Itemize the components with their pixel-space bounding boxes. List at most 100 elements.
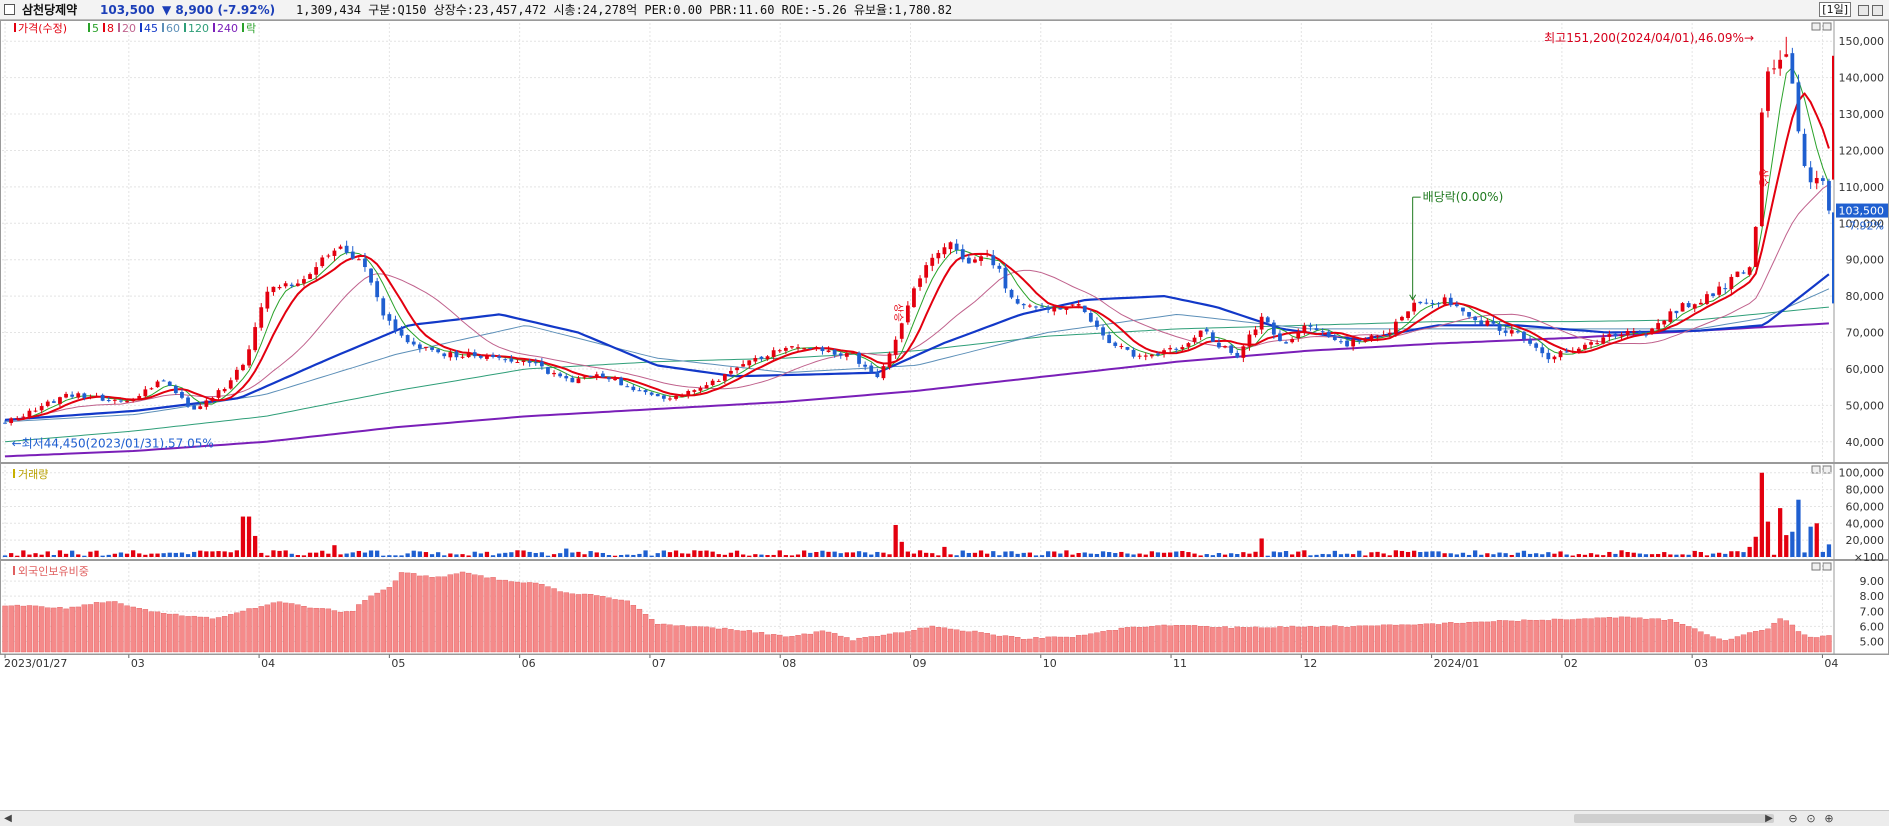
foreign-ratio-bar	[661, 623, 667, 653]
volume-bar	[448, 553, 453, 557]
zoom-in-icon[interactable]: ⊕	[1824, 812, 1834, 825]
y-tick-label: 5.00	[1860, 635, 1885, 648]
legend-label: 5	[92, 22, 99, 35]
foreign-ratio-bar	[106, 601, 112, 653]
foreign-ratio-bar	[752, 632, 759, 653]
high-price-annotation: 최고151,200(2024/04/01),46.09%→	[1544, 31, 1754, 45]
volume-bar	[1198, 555, 1203, 557]
foreign-ratio-bar	[118, 603, 124, 653]
candle-body	[668, 398, 672, 400]
foreign-ratio-bar	[789, 636, 795, 653]
foreign-ratio-bar	[1143, 626, 1149, 653]
volume-bar	[814, 551, 819, 557]
foreign-ratio-bar	[606, 597, 612, 653]
volume-bar	[588, 551, 593, 557]
chart-canvas[interactable]: 40,000 50,000 60,000 70,000 80,000 90,000 100,…	[0, 20, 1889, 810]
period-selector[interactable]: [1일]	[1819, 2, 1851, 17]
volume-bar	[600, 552, 605, 557]
foreign-ratio-bar	[368, 595, 374, 653]
foreign-ratio-bar	[496, 579, 502, 653]
zoom-reset-icon[interactable]: ⊙	[1806, 812, 1816, 825]
foreign-ratio-bar	[1563, 619, 1570, 653]
volume-bar	[246, 516, 252, 557]
volume-bar	[356, 550, 361, 557]
foreign-ratio-bar	[1594, 617, 1600, 653]
candle-body	[1759, 112, 1764, 227]
volume-bar	[930, 553, 935, 557]
foreign-ratio-bar	[1374, 625, 1381, 653]
candle-body	[1320, 331, 1325, 333]
candle-body	[1772, 68, 1776, 70]
foreign-ratio-bar	[1069, 637, 1076, 653]
y-tick-label: 6.00	[1860, 620, 1885, 633]
foreign-ratio-bar	[350, 611, 356, 653]
foreign-ratio-bar	[99, 602, 106, 653]
foreign-ratio-bar	[429, 577, 435, 653]
candle-body	[546, 367, 550, 374]
volume-bar	[1778, 508, 1783, 557]
close-window-icon[interactable]	[1872, 5, 1883, 16]
candle-body	[210, 397, 215, 402]
candle-body	[1814, 177, 1819, 184]
panel-restore-icon[interactable]	[1811, 465, 1821, 474]
candle-body	[9, 418, 14, 424]
candle-body	[1698, 302, 1703, 305]
volume-bar	[1338, 554, 1344, 557]
x-tick-label: 2024/01	[1434, 657, 1480, 670]
foreign-ratio-bar	[423, 575, 429, 653]
foreign-ratio-bar	[32, 605, 39, 653]
volume-bar	[1161, 552, 1167, 557]
volume-bar	[332, 545, 337, 557]
y-tick-label: 40,000	[1846, 517, 1885, 530]
foreign-ratio-bar	[551, 588, 557, 653]
candle-body	[1753, 226, 1758, 268]
panel-restore-icon[interactable]	[1811, 562, 1821, 571]
volume-bar	[1521, 550, 1527, 557]
candle-body	[466, 352, 471, 358]
panel-restore-icon[interactable]	[1811, 22, 1821, 31]
zoom-out-icon[interactable]: ⊖	[1788, 812, 1798, 825]
scroll-right-icon[interactable]: ▶	[1765, 813, 1773, 824]
panel-close-icon[interactable]	[1822, 562, 1832, 571]
volume-bar	[558, 553, 563, 557]
volume-bar	[673, 550, 679, 557]
volume-bar	[368, 550, 374, 557]
volume-bar	[1314, 554, 1319, 557]
volume-bar	[1436, 551, 1441, 557]
volume-bar	[185, 554, 191, 557]
select-checkbox[interactable]	[4, 4, 15, 15]
price-legend: 가격(수정) 5 8 20 45 60 120 240 락	[14, 22, 256, 35]
panel-close-icon[interactable]	[1822, 22, 1832, 31]
candle-body	[643, 390, 648, 393]
horizontal-scrollbar[interactable]: ◀ ▶ ⊖ ⊙ ⊕	[0, 810, 1889, 826]
candle-body	[497, 356, 502, 358]
foreign-ratio-bar	[1814, 637, 1820, 653]
restore-window-icon[interactable]	[1858, 5, 1869, 16]
panel-close-icon[interactable]	[1822, 465, 1832, 474]
candle-body	[979, 256, 983, 261]
volume-bar	[716, 554, 721, 557]
candle-body	[411, 341, 416, 345]
scroll-thumb[interactable]	[1574, 814, 1774, 823]
foreign-ratio-bar	[1082, 634, 1088, 653]
volume-bar	[1662, 552, 1667, 557]
volume-bar	[82, 555, 87, 557]
foreign-ratio-bar	[1319, 625, 1326, 653]
foreign-ratio-bar	[112, 601, 118, 653]
candle-body	[1686, 303, 1691, 308]
ma120-line	[4, 306, 1829, 443]
foreign-ratio-bar	[734, 630, 740, 653]
candle-body	[1156, 353, 1160, 355]
candle-body	[631, 386, 636, 391]
candle-body	[802, 348, 807, 350]
scroll-left-icon[interactable]: ◀	[4, 813, 12, 824]
candle-body	[1339, 341, 1343, 343]
foreign-ratio-bar	[1478, 621, 1484, 653]
candle-body	[1119, 346, 1124, 348]
foreign-ratio-bar	[508, 581, 515, 653]
foreign-ratio-bar	[1228, 627, 1234, 653]
volume-bar	[490, 555, 496, 557]
volume-bar	[1717, 552, 1722, 557]
volume-bar	[759, 554, 764, 557]
candle-body	[375, 281, 380, 298]
